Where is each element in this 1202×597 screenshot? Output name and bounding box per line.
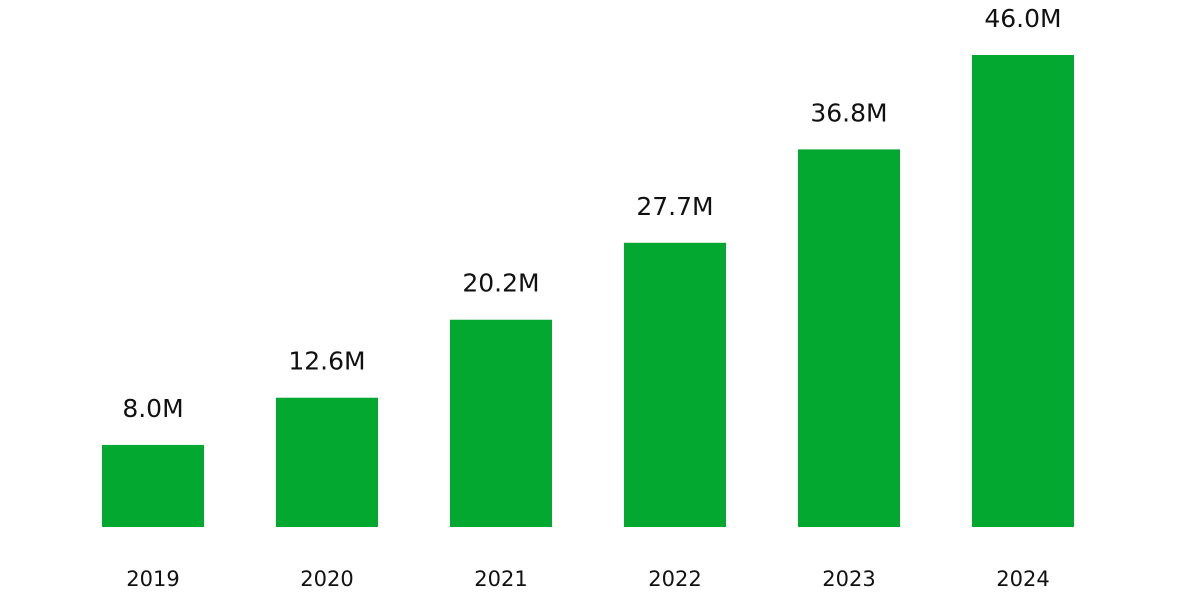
data-label-2020: 12.6M <box>288 347 365 376</box>
bar-2021 <box>450 319 552 527</box>
x-tick-label-2023: 2023 <box>822 567 875 591</box>
bar-2022 <box>624 242 726 527</box>
data-label-2024: 46.0M <box>984 4 1061 33</box>
data-label-2023: 36.8M <box>810 98 887 127</box>
bar-2023 <box>798 149 900 527</box>
data-label-2022: 27.7M <box>636 192 713 221</box>
x-tick-label-2024: 2024 <box>996 567 1049 591</box>
bar-2020 <box>276 397 378 527</box>
bar-2024 <box>972 55 1074 527</box>
x-tick-label-2020: 2020 <box>300 567 353 591</box>
data-label-2021: 20.2M <box>462 269 539 298</box>
x-tick-label-2019: 2019 <box>126 567 179 591</box>
x-tick-label-2022: 2022 <box>648 567 701 591</box>
bar-2019 <box>102 444 204 527</box>
data-label-2019: 8.0M <box>122 394 183 423</box>
x-tick-label-2021: 2021 <box>474 567 527 591</box>
